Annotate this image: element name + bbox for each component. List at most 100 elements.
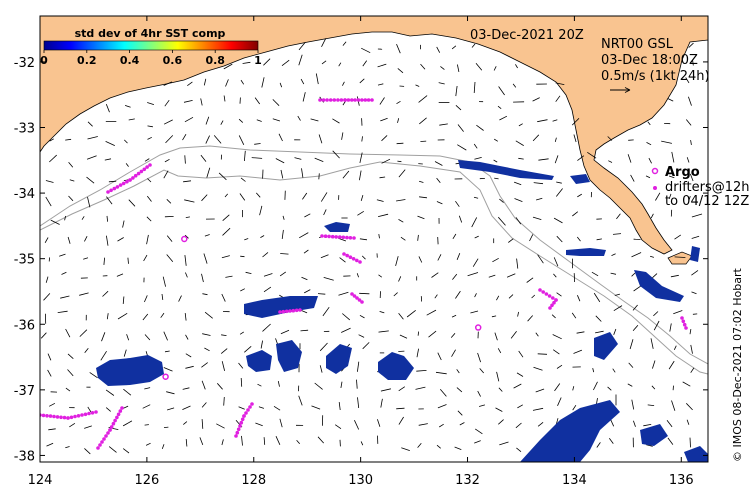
current-vector: [593, 292, 601, 303]
current-vector: [477, 390, 481, 397]
drifter-point: [360, 98, 364, 102]
current-vector: [244, 150, 246, 162]
current-vector: [418, 423, 428, 426]
current-vector: [182, 133, 187, 141]
current-vector: [613, 305, 623, 312]
current-vector: [471, 217, 478, 228]
current-vector: [144, 424, 149, 426]
current-vector: [436, 46, 441, 53]
current-vector: [260, 340, 263, 349]
current-vector: [357, 397, 360, 409]
current-vector: [166, 254, 174, 262]
drifter-point: [131, 176, 135, 180]
current-vector: [320, 254, 329, 259]
current-vector: [317, 436, 324, 444]
current-vector: [515, 64, 518, 69]
current-vector: [357, 210, 365, 216]
current-vector: [272, 118, 281, 122]
current-vector: [572, 404, 577, 411]
current-vector: [124, 105, 131, 108]
current-vector: [144, 295, 148, 303]
current-vector: [260, 235, 265, 238]
current-vector: [221, 361, 225, 371]
current-vector: [221, 334, 227, 336]
current-vector: [165, 135, 174, 144]
current-vector: [221, 439, 224, 446]
current-vector: [555, 95, 561, 102]
colorbar-tick-label: 0.2: [77, 54, 97, 67]
current-vector: [334, 424, 342, 430]
current-vector: [627, 154, 632, 163]
current-vector: [533, 182, 544, 185]
current-vector: [341, 327, 351, 333]
current-vector: [454, 446, 462, 450]
current-vector: [508, 238, 514, 243]
drifter-point: [327, 234, 331, 239]
current-vector: [438, 423, 444, 428]
current-vector: [397, 68, 404, 74]
drifter-point: [538, 288, 542, 292]
current-vector: [498, 419, 504, 425]
current-vector: [439, 123, 448, 126]
current-vector: [46, 442, 54, 447]
drifter-point: [281, 309, 286, 314]
current-vector: [632, 304, 638, 311]
current-vector: [517, 404, 523, 409]
current-vector: [472, 258, 479, 267]
drifter-point: [244, 411, 248, 415]
current-vector: [275, 436, 281, 445]
drifter-point: [321, 98, 326, 102]
y-tick-label: -38: [14, 449, 35, 464]
current-vector: [332, 118, 340, 124]
current-vector: [342, 41, 347, 46]
current-vector: [319, 342, 328, 352]
sst-patch: [690, 246, 700, 262]
current-vector: [553, 257, 559, 267]
current-vector: [147, 178, 152, 183]
drifter-point: [355, 296, 359, 300]
current-vector: [473, 196, 479, 199]
x-axis: 124 126 128 130 132 134 136: [28, 16, 694, 488]
current-vector: [320, 192, 328, 202]
current-vector: [627, 383, 633, 387]
current-vector: [552, 119, 558, 122]
current-vector: [576, 331, 585, 334]
current-vector: [379, 311, 385, 314]
current-vector: [616, 213, 621, 220]
drifter-point: [120, 406, 124, 410]
current-vector: [298, 54, 303, 66]
drifter-point: [345, 253, 350, 258]
drifter-point: [328, 98, 333, 102]
current-vector: [161, 444, 165, 450]
current-vector: [499, 198, 504, 203]
current-vector: [68, 162, 74, 168]
current-vector: [398, 276, 402, 282]
current-vector: [631, 399, 635, 410]
current-vector: [106, 215, 108, 222]
current-vector: [450, 333, 456, 338]
current-vector: [377, 419, 381, 427]
current-vector: [516, 258, 519, 269]
current-vector: [240, 177, 246, 182]
current-vector: [184, 234, 189, 239]
current-vector: [690, 367, 695, 373]
drifter-point: [341, 235, 346, 240]
current-vector: [183, 421, 188, 425]
current-vector: [415, 386, 426, 390]
current-vector: [452, 273, 458, 280]
current-vector: [553, 217, 563, 224]
current-vector: [202, 333, 211, 336]
current-vector: [456, 369, 460, 374]
drifter-point: [332, 98, 337, 102]
current-vector: [102, 290, 109, 297]
current-vector: [273, 405, 281, 411]
current-vector: [163, 367, 173, 372]
drifter-point: [106, 431, 110, 435]
drifter-point: [356, 98, 361, 102]
current-vector: [57, 310, 68, 313]
drifter-point: [682, 322, 687, 327]
current-vector: [87, 197, 91, 208]
argo-legend-marker: [651, 167, 659, 175]
current-vector: [686, 403, 693, 411]
current-vector: [106, 196, 113, 205]
